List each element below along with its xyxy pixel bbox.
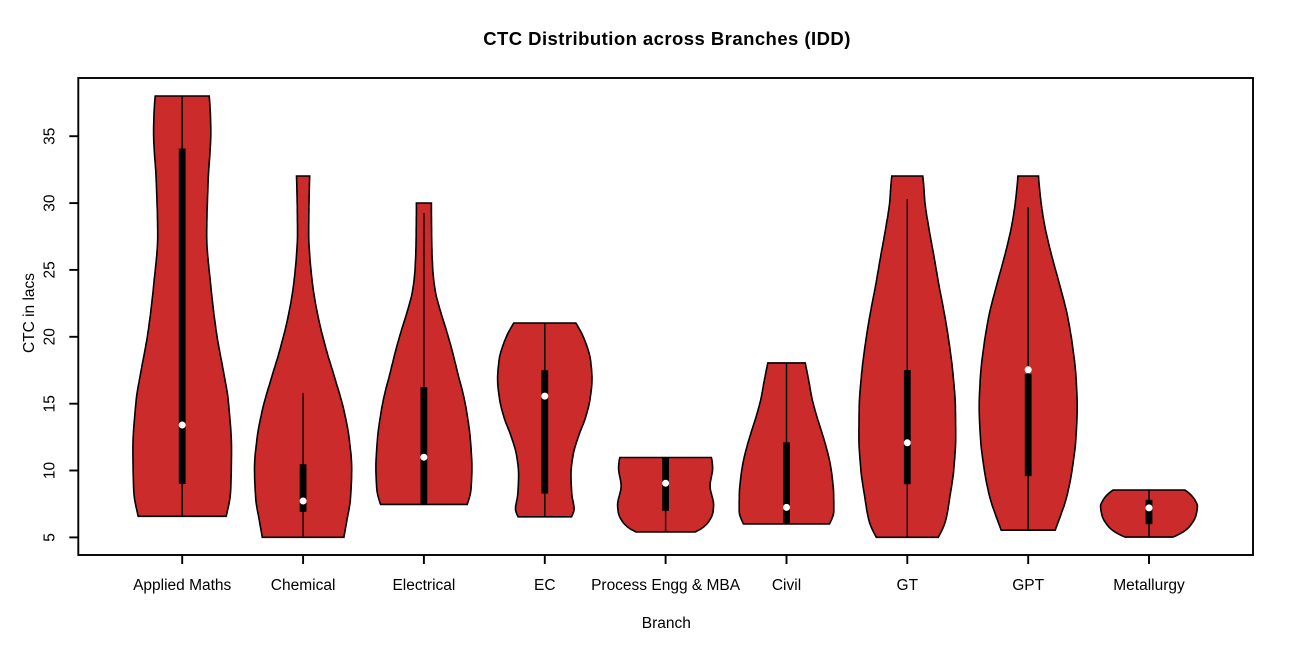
- svg-text:15: 15: [42, 395, 59, 412]
- svg-text:30: 30: [42, 194, 59, 212]
- svg-text:CTC Distribution across Branch: CTC Distribution across Branches (IDD): [483, 28, 851, 49]
- svg-text:25: 25: [42, 261, 59, 278]
- svg-text:CTC in lacs: CTC in lacs: [21, 273, 38, 353]
- svg-text:Chemical: Chemical: [271, 577, 336, 594]
- svg-text:GT: GT: [897, 577, 919, 594]
- svg-text:5: 5: [42, 533, 59, 542]
- svg-text:Process Engg & MBA: Process Engg & MBA: [591, 577, 741, 594]
- svg-text:Branch: Branch: [642, 615, 691, 632]
- svg-text:EC: EC: [534, 577, 556, 594]
- svg-text:GPT: GPT: [1012, 577, 1044, 594]
- svg-text:20: 20: [42, 328, 59, 346]
- svg-text:Metallurgy: Metallurgy: [1113, 577, 1185, 594]
- svg-text:Civil: Civil: [772, 577, 801, 594]
- svg-text:Applied Maths: Applied Maths: [133, 577, 231, 594]
- svg-text:10: 10: [42, 462, 59, 480]
- svg-text:Electrical: Electrical: [392, 577, 455, 594]
- svg-text:35: 35: [42, 128, 59, 145]
